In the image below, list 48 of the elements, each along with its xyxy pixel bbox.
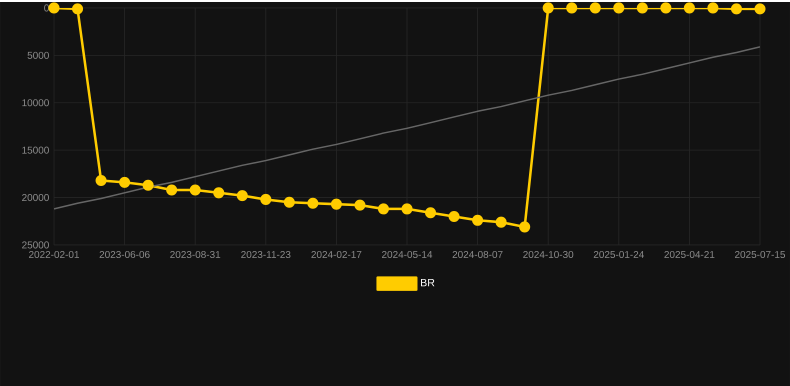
point xyxy=(472,214,484,226)
y-tick-label: 25000 xyxy=(22,241,49,249)
point xyxy=(284,196,295,208)
legend-label: BR xyxy=(421,278,434,286)
y-tick-label: 20000 xyxy=(22,194,49,202)
point xyxy=(354,200,366,211)
point xyxy=(613,2,624,14)
point xyxy=(566,2,578,14)
point xyxy=(636,2,648,14)
x-tick-label: 2025-04-21 xyxy=(664,250,714,258)
point xyxy=(730,3,742,14)
point xyxy=(378,203,389,214)
point xyxy=(425,207,436,218)
point xyxy=(166,184,178,196)
point xyxy=(307,198,318,209)
y-tick-label: 5000 xyxy=(28,52,49,59)
x-tick-label: 2024-10-30 xyxy=(523,250,574,258)
point xyxy=(684,2,695,14)
point xyxy=(754,3,766,14)
point xyxy=(330,198,342,210)
point xyxy=(119,176,130,188)
point xyxy=(542,2,554,14)
point xyxy=(519,221,530,232)
x-tick-label: 2024-05-14 xyxy=(382,250,432,258)
y-tick-label: 15000 xyxy=(22,146,49,154)
point xyxy=(707,2,718,14)
point xyxy=(236,190,248,202)
point xyxy=(660,2,672,14)
x-tick-label: 2023-06-06 xyxy=(100,250,150,258)
point xyxy=(72,3,84,14)
point xyxy=(260,194,272,205)
x-tick-label: 2023-08-31 xyxy=(170,250,220,258)
point xyxy=(190,184,201,196)
x-tick-label: 2025-01-24 xyxy=(594,250,644,258)
point xyxy=(96,174,107,186)
point xyxy=(590,2,601,14)
point xyxy=(142,180,154,191)
point xyxy=(48,2,60,14)
x-tick-label: 2024-08-07 xyxy=(452,250,503,258)
x-tick-label: 2024-02-17 xyxy=(311,250,362,258)
x-tick-label: 2023-11-23 xyxy=(241,250,290,258)
point xyxy=(448,211,460,222)
point xyxy=(213,187,224,198)
point xyxy=(496,216,507,228)
x-tick-label: 2022-02-01 xyxy=(29,250,79,258)
point xyxy=(401,203,413,214)
y-tick-label: 10000 xyxy=(22,99,49,106)
x-tick-label: 2025-07-15 xyxy=(735,250,786,258)
